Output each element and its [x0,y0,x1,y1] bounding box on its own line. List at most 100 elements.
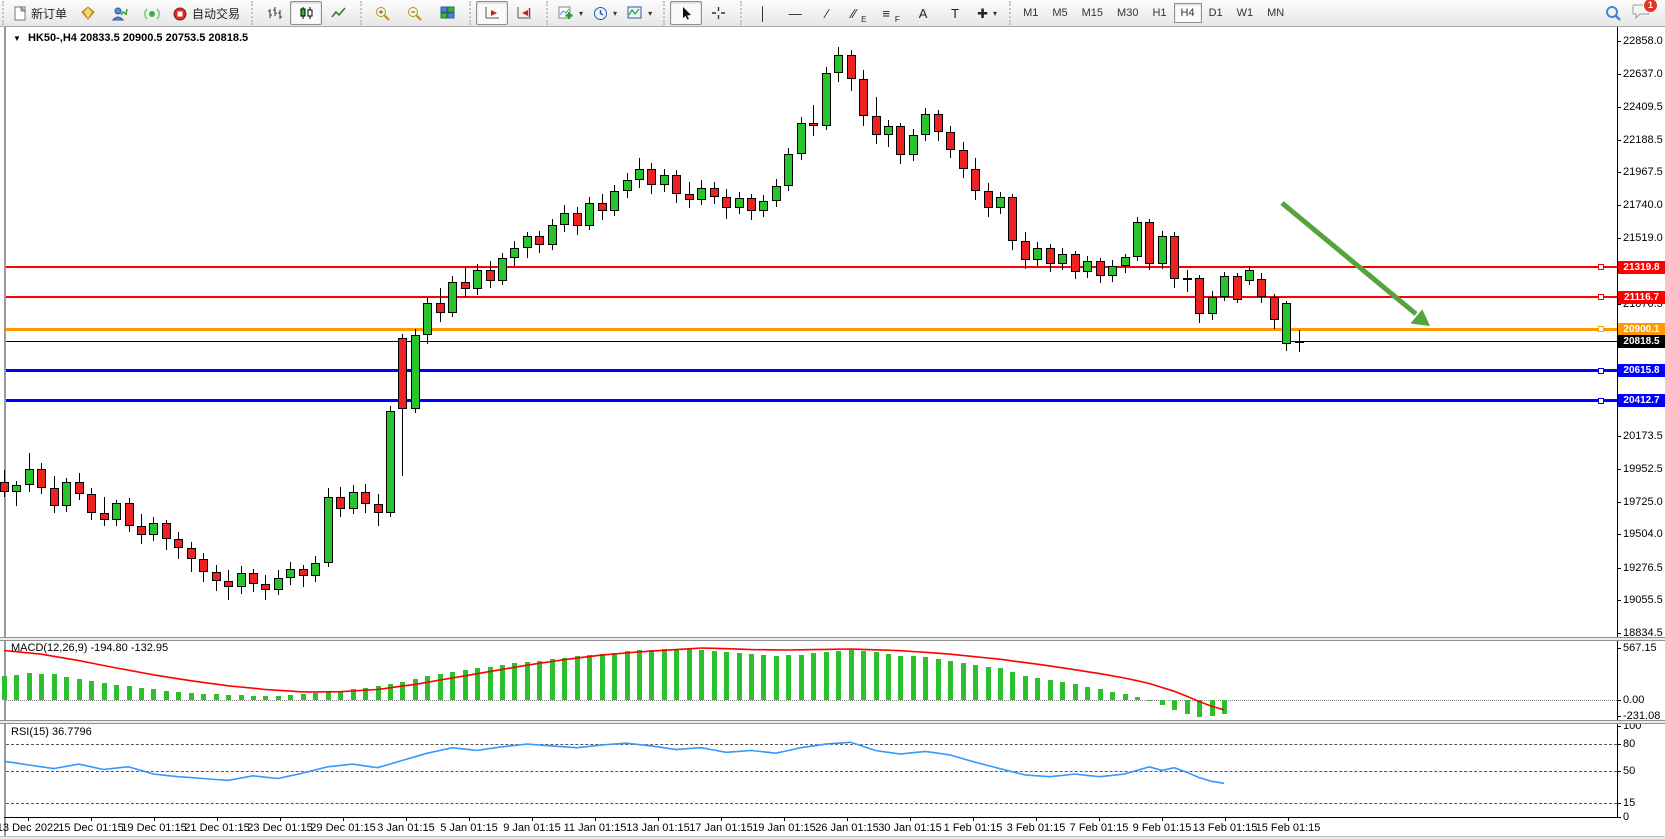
price-tick-label: 18834.5 [1623,627,1663,639]
macd-histogram-bar [450,671,455,700]
auto-trading-button[interactable]: 自动交易 [168,1,245,25]
date-label: 19 Jan 01:15 [752,822,816,834]
candlestick-chart-button[interactable] [290,1,323,25]
line-anchor-handle[interactable] [1598,264,1604,271]
timeframe-m30-button[interactable]: M30 [1117,7,1139,19]
periods-button[interactable]: ▾ [588,1,622,25]
price-axis-line [1617,27,1618,817]
macd-histogram-bar [562,657,567,700]
candle-wick [813,105,814,137]
macd-histogram-bar [1085,686,1090,700]
macd-histogram-bar [662,649,667,700]
macd-histogram-bar [948,661,953,700]
macd-histogram-bar [836,651,841,700]
chat-button[interactable]: 1 [1632,0,1658,24]
auto-scroll-button[interactable] [476,1,509,25]
line-anchor-handle[interactable] [1598,397,1604,404]
candle-body [1233,276,1242,300]
macd-histogram-bar [1185,700,1190,714]
macd-histogram-bar [961,663,966,700]
templates-caret-icon: ▾ [648,8,653,18]
pane-separator-rsi[interactable] [0,720,1665,724]
text-tool-button[interactable]: A [907,1,939,25]
trend-arrow-head[interactable] [1410,309,1431,326]
candle-wick [16,480,17,506]
macd-histogram-bar [27,672,32,700]
rsi-tick-mark [1617,816,1621,818]
indicators-button[interactable]: ▾ [553,1,588,25]
macd-histogram-bar [824,652,829,700]
signals-button[interactable] [136,1,168,25]
zoom-out-button[interactable] [399,1,431,25]
bar-chart-button[interactable] [258,1,290,25]
new-order-button[interactable]: 新订单 [9,1,72,25]
candle-body [809,123,818,127]
toolbar-group-trade: 新订单 自动交易 [2,1,249,25]
cursor-icon [682,7,691,20]
community-button[interactable] [104,1,136,25]
vertical-line-tool-button[interactable]: │ [747,1,779,25]
date-tick-mark [280,817,281,821]
timeframe-mn-button[interactable]: MN [1267,7,1285,19]
candle-body [697,187,706,200]
line-anchor-handle[interactable] [1598,326,1604,333]
chart-left-border [4,27,6,837]
horizontal-line[interactable] [6,369,1617,373]
price-badge: 20900.1 [1618,322,1665,336]
candle-body [423,302,432,335]
macd-histogram-bar [102,683,107,700]
horizontal-line[interactable] [6,266,1617,269]
tile-windows-button[interactable] [431,1,463,25]
candle-body [722,196,731,209]
fibonacci-tool-button[interactable]: ≡ F [875,1,907,25]
signals-icon [144,7,160,20]
horizontal-line[interactable] [6,327,1617,331]
candle-body [199,558,208,572]
rsi-level-line [6,744,1617,746]
pane-separator-macd[interactable] [0,637,1665,641]
macd-histogram-bar [52,674,57,700]
market-depth-button[interactable] [72,1,104,25]
line-anchor-handle[interactable] [1598,367,1604,374]
line-anchor-handle[interactable] [1598,294,1604,301]
horizontal-line-tool-button[interactable]: — [779,1,811,25]
macd-histogram-bar [1172,700,1177,710]
trendline-tool-button[interactable]: ∕ [811,1,843,25]
horizontal-line[interactable] [6,399,1617,403]
templates-button[interactable]: ▾ [622,1,657,25]
label-tool-button[interactable]: T [939,1,971,25]
timeframe-m15-button[interactable]: M15 [1081,7,1104,19]
price-tick-mark [1617,534,1621,536]
macd-histogram-bar [986,666,991,700]
date-tick-mark [847,817,848,821]
equidistant-channel-tool-button[interactable]: ∕∕ E [843,1,875,25]
search-icon[interactable] [1605,5,1622,22]
timeframe-m1-button[interactable]: M1 [1023,7,1039,19]
timeframe-h4-button[interactable]: H4 [1173,3,1202,23]
zoom-in-icon [376,6,390,21]
arrows-tool-button[interactable]: ✚ ▾ [971,1,1003,25]
cursor-button[interactable] [670,1,703,25]
timeframe-w1-button[interactable]: W1 [1236,7,1254,19]
zoom-in-button[interactable] [367,1,399,25]
candle-body [25,468,34,486]
candle-body [75,482,84,494]
macd-histogram-bar [861,651,866,700]
crosshair-button[interactable] [702,1,734,25]
candle-body [921,114,930,135]
line-chart-button[interactable] [322,1,354,25]
candle-body [959,149,968,169]
price-tick-label: 19504.0 [1623,528,1663,541]
timeframe-d1-button[interactable]: D1 [1208,7,1223,19]
horizontal-line[interactable] [6,296,1617,299]
rsi-level-line [6,771,1617,773]
macd-histogram-bar [699,649,704,700]
chart-shift-button[interactable] [508,1,540,25]
timeframe-m5-button[interactable]: M5 [1052,7,1068,19]
macd-histogram-bar [1048,680,1053,700]
timeframe-h1-button[interactable]: H1 [1152,7,1167,19]
macd-histogram-bar [214,694,219,700]
candle-body [237,573,246,587]
toolbar-group-scroll [469,1,544,25]
collapse-icon[interactable]: ▼ [13,34,21,43]
